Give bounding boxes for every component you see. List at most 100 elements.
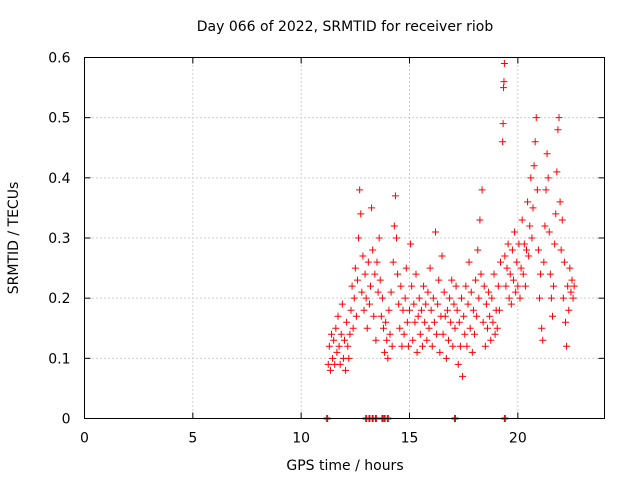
data-point bbox=[454, 360, 462, 368]
data-point bbox=[528, 234, 536, 242]
data-point bbox=[532, 114, 540, 122]
data-point bbox=[352, 312, 360, 320]
data-point bbox=[449, 342, 457, 350]
y-tick-label: 0.4 bbox=[48, 171, 70, 187]
data-point bbox=[542, 186, 550, 194]
data-point bbox=[481, 342, 489, 350]
data-point bbox=[506, 270, 514, 278]
y-tick-label: 0.5 bbox=[48, 111, 70, 127]
data-point bbox=[448, 276, 456, 284]
data-point bbox=[533, 186, 541, 194]
data-point bbox=[385, 306, 393, 314]
data-point bbox=[363, 324, 371, 332]
data-point bbox=[370, 312, 378, 320]
data-point bbox=[570, 282, 578, 290]
data-point bbox=[393, 234, 400, 242]
data-point bbox=[473, 312, 481, 320]
data-point bbox=[408, 282, 416, 290]
data-point bbox=[466, 324, 474, 332]
data-point bbox=[476, 216, 484, 224]
grid bbox=[84, 57, 605, 419]
data-point bbox=[501, 252, 509, 260]
y-tick-label: 0 bbox=[62, 412, 71, 428]
data-point bbox=[505, 294, 513, 302]
data-point bbox=[513, 258, 521, 266]
data-point bbox=[372, 336, 380, 344]
data-point bbox=[467, 288, 475, 296]
data-point bbox=[440, 288, 448, 296]
data-point bbox=[451, 324, 459, 332]
plot-frame bbox=[84, 57, 605, 419]
data-point bbox=[461, 330, 469, 338]
x-tick-label: 5 bbox=[188, 431, 197, 447]
data-point bbox=[502, 282, 510, 290]
data-point bbox=[471, 330, 478, 338]
data-point bbox=[486, 312, 494, 320]
data-point bbox=[381, 348, 389, 356]
data-points bbox=[323, 60, 578, 422]
data-point bbox=[536, 294, 543, 302]
data-point bbox=[541, 222, 549, 230]
data-point bbox=[545, 228, 553, 236]
data-point bbox=[420, 282, 428, 290]
data-point bbox=[357, 210, 365, 218]
data-point bbox=[563, 342, 571, 350]
x-tick-label: 0 bbox=[80, 431, 89, 447]
data-point bbox=[511, 228, 519, 236]
data-point bbox=[369, 246, 377, 254]
data-point bbox=[494, 282, 502, 290]
data-point bbox=[391, 192, 399, 200]
data-point bbox=[390, 222, 398, 230]
data-point bbox=[484, 324, 491, 332]
data-point bbox=[450, 300, 458, 308]
data-point bbox=[463, 342, 471, 350]
data-point bbox=[543, 150, 551, 158]
data-point bbox=[365, 300, 373, 308]
data-point bbox=[383, 336, 391, 344]
data-point bbox=[565, 306, 573, 314]
x-tick-label: 20 bbox=[509, 431, 527, 447]
data-point bbox=[389, 258, 397, 266]
data-point bbox=[345, 354, 353, 362]
data-point bbox=[421, 318, 429, 326]
data-point bbox=[445, 336, 452, 344]
data-point bbox=[399, 306, 407, 314]
data-point bbox=[423, 336, 431, 344]
data-point bbox=[567, 288, 575, 296]
data-point bbox=[560, 258, 568, 266]
data-point bbox=[475, 294, 483, 302]
data-point bbox=[514, 282, 522, 290]
data-point bbox=[430, 318, 438, 326]
data-point bbox=[512, 288, 520, 296]
data-point bbox=[426, 264, 434, 272]
data-point bbox=[442, 354, 450, 362]
data-point bbox=[530, 162, 538, 170]
data-point bbox=[447, 318, 455, 326]
data-point bbox=[468, 348, 476, 356]
data-point bbox=[480, 282, 488, 290]
data-point bbox=[346, 330, 354, 338]
data-point bbox=[499, 138, 507, 146]
data-point bbox=[544, 174, 552, 182]
data-point bbox=[500, 84, 508, 92]
data-point bbox=[407, 240, 415, 248]
data-point bbox=[439, 330, 447, 338]
data-point bbox=[415, 294, 423, 302]
data-point bbox=[432, 228, 439, 236]
data-point bbox=[458, 294, 465, 302]
y-tick-label: 0.6 bbox=[48, 51, 70, 67]
data-point bbox=[559, 294, 567, 302]
data-point bbox=[350, 294, 358, 302]
data-point bbox=[329, 354, 337, 362]
data-point bbox=[569, 294, 577, 302]
data-point bbox=[332, 324, 340, 332]
data-point bbox=[539, 336, 547, 344]
data-point bbox=[491, 330, 499, 338]
data-point bbox=[410, 300, 418, 308]
data-point bbox=[508, 246, 516, 254]
data-point bbox=[404, 342, 412, 350]
y-tick-label: 0.3 bbox=[48, 231, 70, 247]
data-point bbox=[324, 360, 332, 368]
data-point bbox=[338, 300, 346, 308]
data-point bbox=[402, 264, 410, 272]
